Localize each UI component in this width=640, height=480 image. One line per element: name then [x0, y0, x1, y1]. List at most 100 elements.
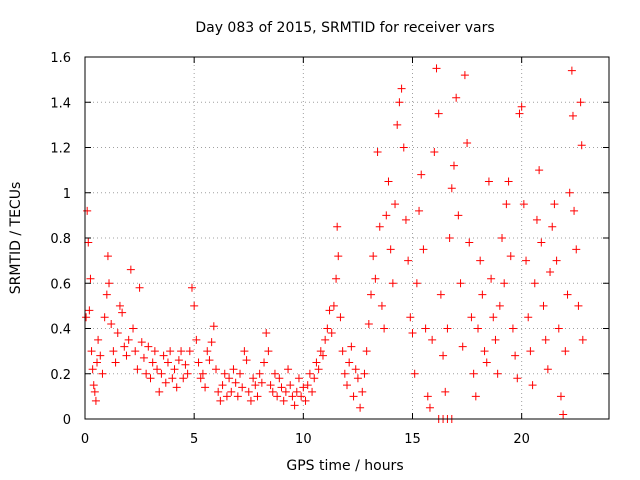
data-point — [384, 177, 393, 186]
data-point — [220, 369, 229, 378]
data-point — [102, 290, 111, 299]
data-point — [299, 383, 308, 392]
data-point — [107, 319, 116, 328]
data-point — [546, 267, 555, 276]
data-point — [168, 374, 177, 383]
data-point — [508, 324, 517, 333]
data-point — [543, 365, 552, 374]
data-point — [511, 351, 520, 360]
data-point — [500, 279, 509, 288]
data-point — [367, 290, 376, 299]
data-point — [443, 324, 452, 333]
data-point — [559, 410, 568, 419]
data-point — [336, 313, 345, 322]
data-point — [412, 279, 421, 288]
data-point — [419, 245, 428, 254]
data-point — [262, 329, 271, 338]
data-point — [489, 313, 498, 322]
data-point — [539, 301, 548, 310]
data-point — [554, 324, 563, 333]
data-point — [124, 335, 133, 344]
data-point — [349, 392, 358, 401]
y-tick-label: 0 — [63, 413, 71, 428]
data-point — [264, 347, 273, 356]
data-point — [552, 256, 561, 265]
data-point — [233, 392, 242, 401]
data-point — [94, 335, 103, 344]
data-point — [249, 374, 258, 383]
data-point — [452, 93, 461, 102]
data-point — [316, 347, 325, 356]
data-point — [410, 369, 419, 378]
data-point — [150, 347, 159, 356]
plot-frame — [84, 56, 610, 420]
data-point — [205, 356, 214, 365]
data-point — [253, 392, 262, 401]
data-point — [528, 381, 537, 390]
data-point — [515, 109, 524, 118]
data-point — [111, 358, 120, 367]
data-point — [88, 365, 97, 374]
data-point — [517, 102, 526, 111]
data-point — [343, 381, 351, 390]
data-point — [196, 374, 205, 383]
data-point — [467, 313, 476, 322]
axis-ticks: 0 0.2 0.4 0.6 0.8 1 1.2 1.4 1.6 0 5 10 15 20 — [50, 51, 609, 447]
data-point — [155, 387, 164, 396]
data-point — [201, 383, 210, 392]
data-point — [576, 98, 585, 107]
data-point — [491, 335, 500, 344]
data-point — [364, 319, 373, 328]
x-tick-label: 20 — [513, 432, 530, 447]
data-point — [133, 365, 142, 374]
data-point — [297, 392, 306, 401]
data-point — [423, 392, 432, 401]
data-point — [257, 378, 266, 387]
data-point — [356, 403, 365, 412]
data-point — [332, 274, 341, 283]
data-point — [96, 351, 105, 360]
data-point — [556, 392, 565, 401]
data-point — [242, 356, 251, 365]
data-point — [550, 200, 559, 209]
data-point — [163, 358, 172, 367]
data-point — [524, 313, 533, 322]
data-point — [98, 369, 107, 378]
data-point — [229, 365, 238, 374]
data-point — [198, 369, 207, 378]
data-point — [563, 290, 572, 299]
data-point — [321, 335, 330, 344]
data-point — [377, 301, 386, 310]
grid-lines — [85, 57, 609, 419]
data-point — [565, 188, 574, 197]
data-point — [179, 374, 188, 383]
data-point — [279, 396, 288, 405]
data-point — [100, 313, 109, 322]
data-point — [347, 342, 356, 351]
data-point — [360, 369, 369, 378]
data-point — [85, 306, 94, 315]
data-point — [146, 374, 155, 383]
data-point — [334, 252, 343, 261]
data-point — [447, 184, 456, 193]
data-point — [90, 387, 99, 396]
x-tick-label: 15 — [404, 432, 421, 447]
data-point — [417, 170, 426, 179]
data-point — [244, 387, 253, 396]
data-point — [469, 369, 478, 378]
data-point — [340, 369, 349, 378]
data-point — [333, 222, 342, 231]
y-tick-label: 1.6 — [50, 51, 71, 66]
data-point — [572, 245, 581, 254]
data-point — [86, 274, 95, 283]
data-point — [292, 387, 301, 396]
data-point — [578, 335, 587, 344]
data-point — [441, 387, 450, 396]
data-point — [502, 200, 511, 209]
data-point — [89, 381, 98, 390]
data-point — [577, 141, 586, 150]
data-point — [174, 356, 183, 365]
y-tick-label: 0.2 — [50, 368, 71, 383]
data-point — [190, 301, 199, 310]
